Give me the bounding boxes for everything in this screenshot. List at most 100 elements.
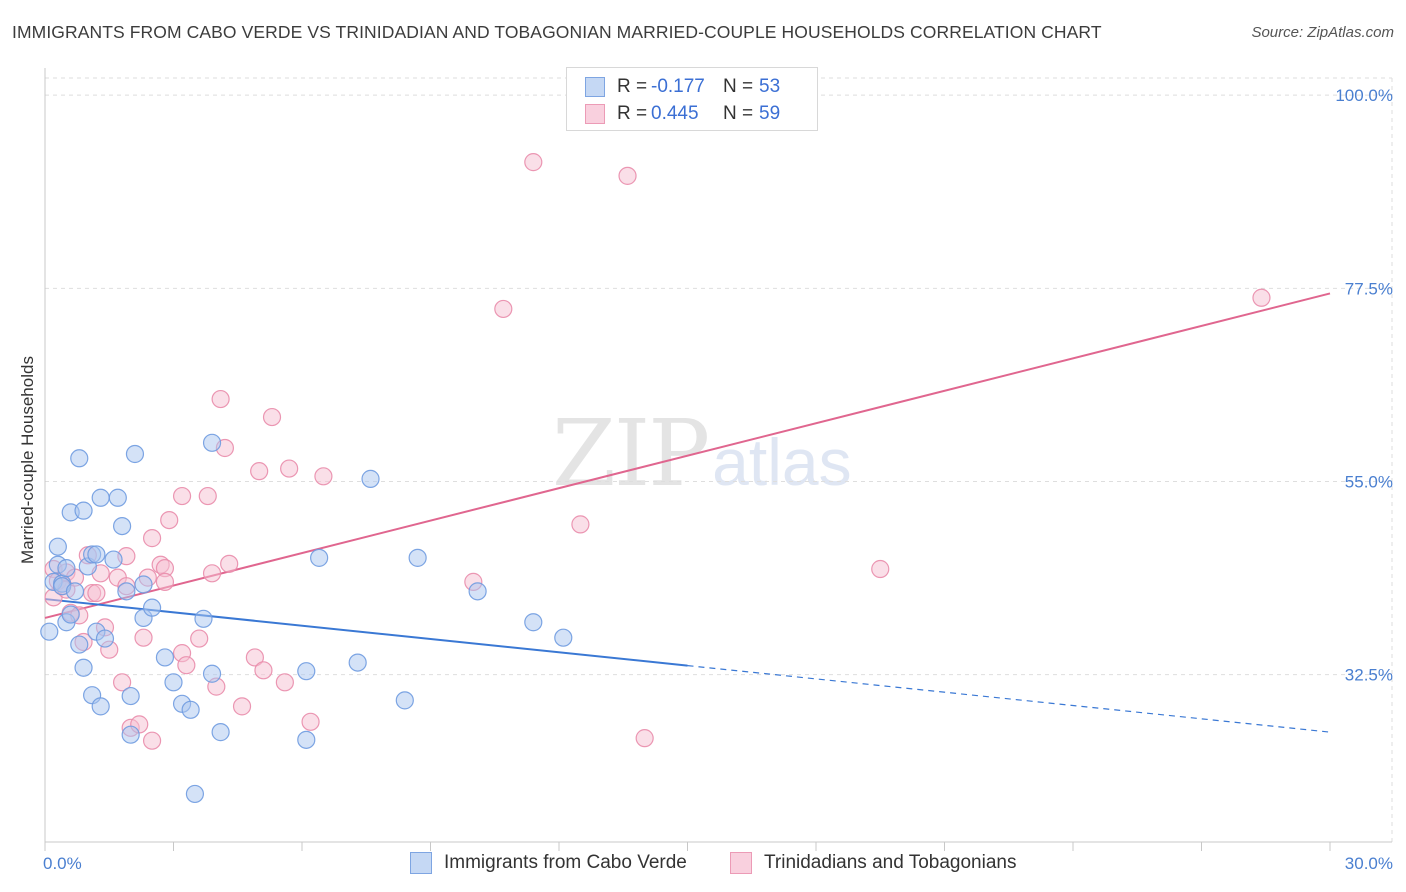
data-point-cabo-verde xyxy=(61,605,80,624)
data-point-trinidadian xyxy=(871,559,890,579)
x-tick-label: 30.0% xyxy=(1345,854,1393,873)
data-point-cabo-verde xyxy=(57,559,76,578)
data-point-trinidadian xyxy=(314,467,333,486)
data-point-cabo-verde xyxy=(468,582,487,601)
data-point-trinidadian xyxy=(190,629,209,648)
y-tick-labels: 32.5% 55.0% 77.5% 100.0% xyxy=(1335,86,1393,684)
y-tick-label: 100.0% xyxy=(1335,86,1393,105)
data-point-cabo-verde xyxy=(164,673,183,692)
data-point-cabo-verde xyxy=(348,653,367,672)
data-point-trinidadian xyxy=(142,529,162,548)
data-point-trinidadian xyxy=(245,648,264,667)
correlation-legend: R = -0.177 N = 53 R = 0.445 N = 59 xyxy=(566,67,818,131)
data-point-trinidadian xyxy=(301,712,320,731)
legend-n-value: 53 xyxy=(759,76,781,97)
data-point-trinidadian xyxy=(198,486,217,506)
legend-r-label: R = xyxy=(617,76,648,97)
y-tick-label: 32.5% xyxy=(1345,666,1393,685)
data-point-cabo-verde xyxy=(121,686,140,706)
data-point-trinidadian xyxy=(618,166,637,185)
data-point-cabo-verde xyxy=(74,501,93,520)
data-point-trinidadian xyxy=(134,628,153,647)
data-point-cabo-verde xyxy=(408,548,427,567)
series-cabo-verde-points xyxy=(40,433,573,804)
source-label: Source: ZipAtlas.com xyxy=(1251,24,1394,41)
series-trinidadian-points xyxy=(44,153,1271,750)
data-point-cabo-verde xyxy=(155,648,175,667)
data-point-cabo-verde xyxy=(108,488,127,507)
data-point-cabo-verde xyxy=(40,622,59,641)
data-point-cabo-verde xyxy=(554,628,573,647)
legend-n-label: N = xyxy=(723,103,754,124)
data-point-cabo-verde xyxy=(48,537,67,556)
data-point-cabo-verde xyxy=(185,784,205,804)
legend-item-cabo-verde: Immigrants from Cabo Verde xyxy=(410,852,687,874)
data-point-trinidadian xyxy=(160,510,179,530)
data-point-trinidadian xyxy=(1252,288,1271,307)
trend-line-solid xyxy=(44,292,1331,619)
data-point-trinidadian xyxy=(254,661,273,680)
series-legend: Immigrants from Cabo Verde Trinidadians … xyxy=(0,852,1406,876)
data-point-cabo-verde xyxy=(134,575,153,594)
legend-item-trinidadian: Trinidadians and Tobagonians xyxy=(730,852,1016,874)
legend-r-label: R = xyxy=(617,103,648,124)
chart-title: IMMIGRANTS FROM CABO VERDE VS TRINIDADIA… xyxy=(12,22,1102,42)
legend-swatch-blue xyxy=(410,852,432,874)
data-point-trinidadian xyxy=(232,697,252,716)
data-point-cabo-verde xyxy=(310,548,329,567)
data-point-cabo-verde xyxy=(181,700,200,719)
legend-row-cabo-verde: R = -0.177 N = 53 xyxy=(585,75,780,99)
data-point-trinidadian xyxy=(142,731,162,750)
data-point-trinidadian xyxy=(112,673,132,692)
data-point-cabo-verde xyxy=(112,516,132,536)
data-point-cabo-verde xyxy=(194,609,213,628)
legend-r-value: 0.445 xyxy=(651,103,699,124)
data-point-trinidadian xyxy=(262,407,282,427)
data-point-trinidadian xyxy=(524,153,543,172)
data-point-cabo-verde xyxy=(87,545,106,564)
data-point-cabo-verde xyxy=(125,444,145,464)
data-point-cabo-verde xyxy=(91,488,110,507)
data-point-trinidadian xyxy=(220,554,239,573)
data-point-cabo-verde xyxy=(211,723,230,742)
grid xyxy=(45,77,1393,842)
y-tick-label: 77.5% xyxy=(1345,279,1393,298)
data-point-cabo-verde xyxy=(70,635,89,654)
x-tick-labels: 0.0% 30.0% xyxy=(43,854,1393,873)
x-tick-label: 0.0% xyxy=(43,854,82,873)
data-point-cabo-verde xyxy=(95,629,115,648)
data-point-cabo-verde xyxy=(121,725,140,744)
data-point-cabo-verde xyxy=(142,598,162,617)
legend-r-value: -0.177 xyxy=(651,76,705,97)
y-tick-label: 55.0% xyxy=(1345,472,1393,491)
data-point-cabo-verde xyxy=(297,662,316,681)
data-point-cabo-verde xyxy=(524,613,543,632)
data-point-cabo-verde xyxy=(65,582,85,601)
data-point-trinidadian xyxy=(87,583,106,603)
data-point-trinidadian xyxy=(635,729,654,748)
data-point-cabo-verde xyxy=(74,658,93,677)
axes xyxy=(44,68,1392,851)
legend-swatch-blue xyxy=(585,77,605,97)
legend-n-label: N = xyxy=(723,76,754,97)
data-point-cabo-verde xyxy=(202,433,222,452)
data-point-cabo-verde xyxy=(104,550,123,569)
legend-row-trinidadian: R = 0.445 N = 59 xyxy=(585,102,780,126)
data-point-trinidadian xyxy=(275,673,294,692)
legend-swatch-pink xyxy=(585,104,605,124)
legend-label-cabo-verde: Immigrants from Cabo Verde xyxy=(444,852,687,873)
data-point-cabo-verde xyxy=(70,449,89,468)
data-point-trinidadian xyxy=(250,462,269,481)
data-point-cabo-verde xyxy=(395,691,414,710)
trend-line-dashed xyxy=(687,664,1331,733)
data-point-trinidadian xyxy=(571,515,590,534)
data-point-cabo-verde xyxy=(117,582,136,601)
data-point-trinidadian xyxy=(172,486,192,506)
data-point-trinidadian xyxy=(280,459,299,478)
data-point-trinidadian xyxy=(155,572,175,591)
trend-line-trinidadian xyxy=(44,292,1331,619)
data-point-cabo-verde xyxy=(202,664,222,683)
data-point-trinidadian xyxy=(177,656,196,675)
data-point-cabo-verde xyxy=(297,730,316,749)
